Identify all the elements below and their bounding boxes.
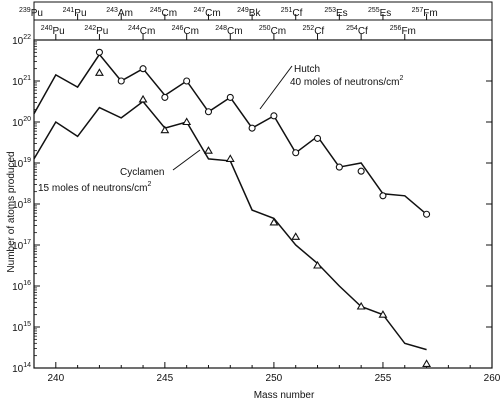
cyclamen-marker [269,217,279,226]
isotope-label-lower: 254Cf [346,25,368,37]
top-isotope-axis: 239Pu 241Pu 243Am 245Cm 247Cm 249Bk 251Cf 253Es… [19,1,493,41]
y-tick-label: 1015 [12,321,31,334]
y-tick-label: 1020 [12,116,31,129]
isotope-label-lower: 256Fm [390,25,416,37]
x-tick-label: 240 [47,373,64,384]
isotope-label-upper: 247Cm [193,7,220,19]
isotope-label-upper: 239Pu [19,7,43,19]
hutch-marker [226,93,234,101]
hutch-label-name: Hutch [294,64,320,75]
hutch-marker [248,124,256,132]
isotope-label-upper: 249Bk [237,7,261,19]
cyclamen-marker [160,125,170,134]
hutch-marker [270,112,278,120]
cyclamen-marker [313,260,322,269]
x-tick-label: 245 [157,373,174,384]
cyclamen-marker [356,301,366,310]
series-layer [33,48,432,367]
cyclamen-label-name: Cyclamen [120,167,164,178]
isotope-label-lower: 248Cm [215,25,242,37]
isotope-label-upper: 251Cf [281,7,303,19]
hutch-marker [292,149,300,157]
isotope-label-upper: 243Am [106,7,133,19]
hutch-marker [379,192,387,200]
y-tick-label: 1018 [12,198,31,211]
cyclamen-marker [204,146,213,154]
isotope-axis-box [33,1,493,41]
y-tick-label: 1016 [12,280,31,293]
x-tick-label: 260 [484,373,500,384]
cyclamen-marker [378,310,388,318]
hutch-marker [204,108,213,116]
hutch-marker [335,163,343,171]
isotope-label-upper: 253Es [324,7,347,19]
hutch-label-leader [259,65,293,110]
isotope-label-lower: 240Pu [41,25,65,37]
y-tick-label: 1014 [12,362,31,375]
isotope-label-upper: 255Es [368,7,391,19]
isotope-label-lower: 250Cm [259,25,286,37]
isotope-label-upper: 245Cm [150,7,177,19]
hutch-marker [161,93,169,101]
hutch-marker [313,134,322,142]
cyclamen-marker [225,154,235,162]
cyclamen-marker [94,68,104,76]
hutch-marker [95,48,103,56]
x-axis-label: Mass number [254,390,315,401]
cyclamen-label-flux: 15 moles of neutrons/cm2 [38,181,152,194]
y-axis-label: Number of atoms produced [6,151,17,272]
x-tick-label: 255 [375,373,392,384]
hutch-marker [423,210,431,218]
cyclamen-marker [138,94,148,103]
x-axis: 240 245 250 255 260 [33,362,500,384]
cyclamen-marker [182,117,192,126]
hutch-marker [183,77,191,85]
hutch-marker [139,65,147,73]
hutch-marker [117,77,125,85]
plot-border [33,39,493,369]
isotope-label-upper: 257Fm [412,7,438,19]
cyclamen-label-leader [172,149,201,171]
hutch-series-label: Hutch 40 moles of neutrons/cm2 [259,64,404,110]
cyclamen-series-line [33,100,427,351]
isotope-label-upper: 241Pu [63,7,87,19]
cyclamen-series-label: Cyclamen 15 moles of neutrons/cm2 [38,149,201,194]
plot-frame [33,39,493,369]
isotope-label-lower: 244Cm [128,25,155,37]
y-tick-label: 1022 [12,34,31,47]
x-tick-label: 250 [266,373,283,384]
hutch-label-flux: 40 moles of neutrons/cm2 [290,75,404,88]
y-axis: 1014 1015 1016 1017 1018 1019 1020 1021 1022 [12,34,492,375]
isotope-label-lower: 246Cm [172,25,199,37]
y-tick-label: 1017 [12,239,31,252]
hutch-marker [357,167,365,175]
y-tick-label: 1021 [12,75,31,88]
y-tick-label: 1019 [12,157,31,170]
isotope-label-lower: 242Pu [84,25,108,37]
cyclamen-marker [422,359,432,367]
isotope-label-lower: 252Cf [303,25,325,37]
cyclamen-marker [291,232,301,240]
